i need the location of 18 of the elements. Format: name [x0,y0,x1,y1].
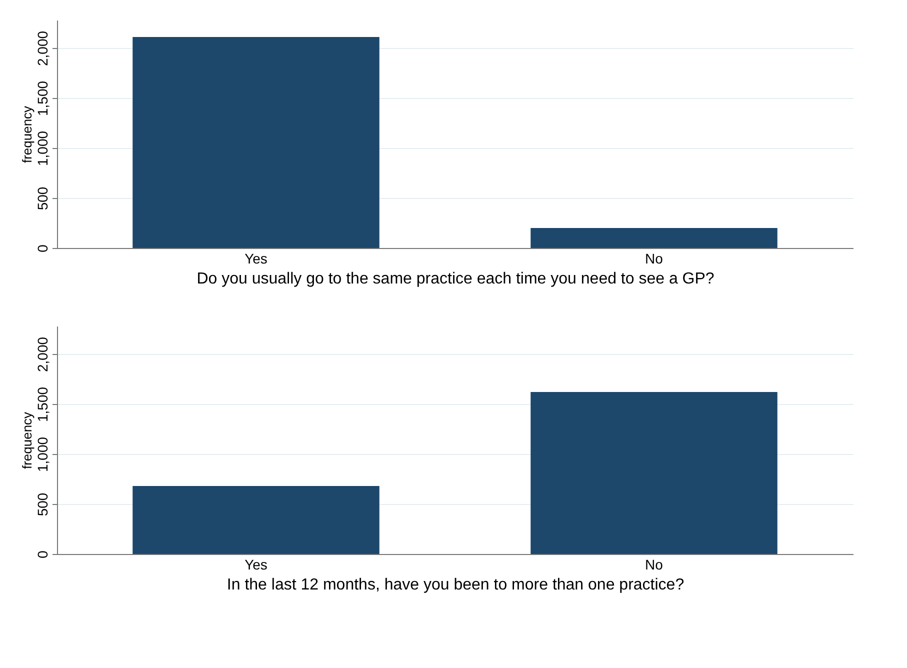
y-tick-label: 2,000 [34,336,50,372]
y-axis-title: frequency [20,105,34,164]
y-tick-label: 2,000 [34,30,50,66]
y-tick-label: 1,000 [34,436,50,472]
y-tick-label: 0 [34,550,50,558]
x-tick-label: No [645,250,664,266]
y-tick-label: 1,500 [34,80,50,116]
y-tick-label: 500 [34,492,50,516]
y-tick-label: 0 [34,244,50,252]
y-tick-label: 1,000 [34,130,50,166]
x-tick-label: No [645,556,664,572]
x-axis-title: In the last 12 months, have you been to more than one practice? [226,576,684,594]
y-tick-label: 500 [34,186,50,210]
y-axis-title: frequency [20,411,34,470]
x-tick-label: Yes [244,556,268,572]
x-tick-label: Yes [244,250,268,266]
x-axis-title: Do you usually go to the same practice each time you need to see a GP? [196,270,714,288]
y-tick-label: 1,500 [34,386,50,422]
